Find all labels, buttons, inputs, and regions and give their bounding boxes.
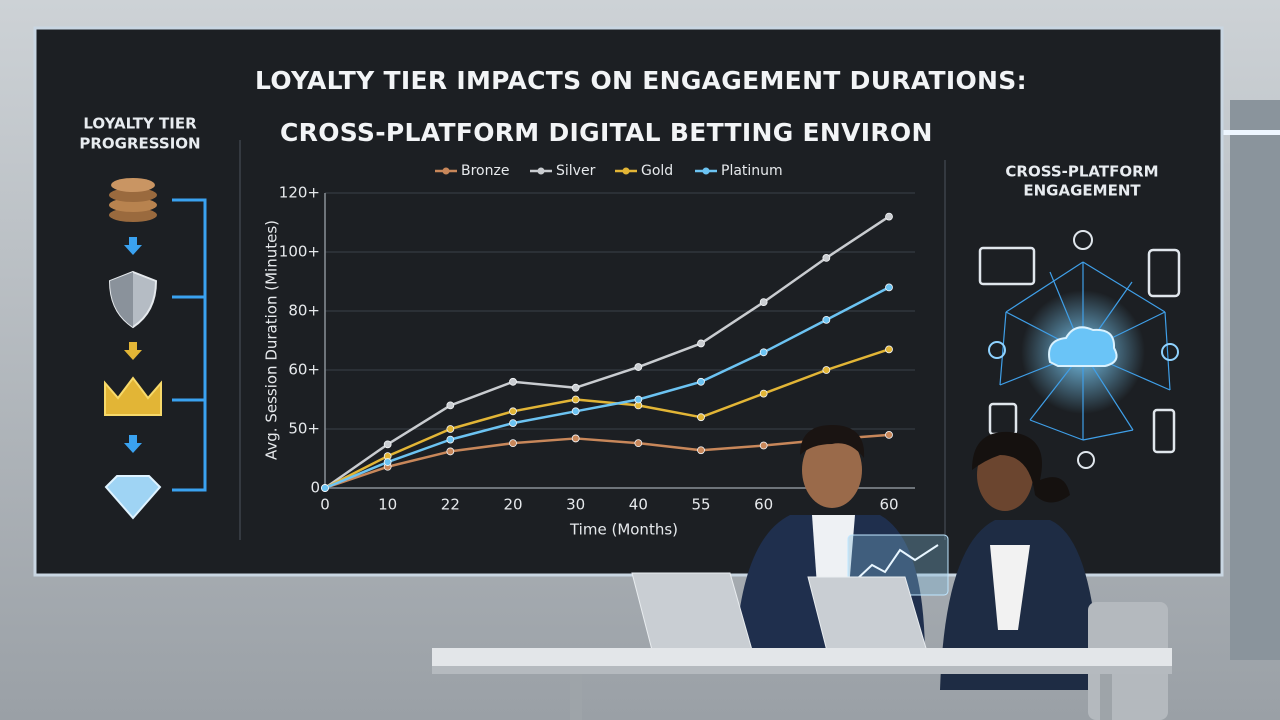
data-point	[822, 315, 831, 324]
data-point	[697, 446, 705, 455]
side-title: LOYALTY TIER	[83, 115, 197, 133]
data-point	[571, 407, 580, 416]
tier-arrows	[124, 237, 142, 453]
shield-icon	[108, 270, 158, 329]
y-tick-label: 100+	[279, 243, 320, 261]
data-point	[885, 345, 893, 354]
data-point	[885, 212, 893, 221]
chart-subtitle: CROSS-PLATFORM DIGITAL BETTING ENVIRON	[280, 118, 933, 147]
y-tick-label: 60+	[288, 361, 320, 379]
x-tick-label: 60	[754, 496, 773, 514]
legend-swatch	[622, 167, 630, 175]
data-point	[571, 383, 580, 392]
data-point	[509, 439, 517, 448]
data-point	[634, 439, 643, 448]
y-tick-label: 50+	[288, 420, 320, 438]
crown-icon	[104, 376, 162, 416]
data-point	[759, 348, 768, 357]
y-tick-label: 120+	[279, 184, 320, 202]
data-point	[446, 435, 455, 444]
legend-swatch	[442, 167, 450, 175]
data-point	[571, 434, 580, 443]
data-point	[571, 395, 580, 404]
side-title: PROGRESSION	[79, 135, 200, 153]
legend-label: Platinum	[721, 163, 783, 179]
series-line	[324, 286, 890, 490]
series-line	[324, 215, 890, 490]
data-point	[822, 366, 831, 374]
legend-label: Bronze	[461, 163, 509, 179]
data-point	[759, 298, 768, 307]
series-line	[324, 348, 890, 490]
data-point	[383, 440, 392, 449]
data-point	[697, 377, 705, 386]
legend-swatch	[537, 167, 545, 175]
x-axis-label: Time (Months)	[569, 521, 678, 539]
data-point	[446, 425, 455, 433]
chart-title: LOYALTY TIER IMPACTS ON ENGAGEMENT DURAT…	[255, 66, 1027, 95]
laptops	[631, 572, 929, 656]
data-point	[697, 413, 705, 422]
y-tick-label: 80+	[288, 302, 320, 320]
data-point	[321, 484, 329, 492]
series-line	[324, 433, 890, 490]
data-point	[759, 441, 768, 450]
woman	[940, 431, 1100, 690]
data-point	[697, 339, 705, 348]
x-tick-label: 0	[320, 496, 330, 514]
desk	[432, 648, 1172, 720]
x-tick-label: 30	[566, 496, 585, 514]
data-point	[822, 253, 831, 262]
data-point	[509, 407, 517, 416]
y-axis-label: Avg. Session Duration (Minutes)	[263, 220, 281, 460]
data-point	[509, 419, 517, 428]
side-title: CROSS-PLATFORM	[1005, 163, 1158, 181]
data-point	[446, 447, 455, 456]
ceiling-light	[1222, 130, 1280, 135]
x-tick-label: 40	[629, 496, 648, 514]
x-tick-label: 22	[441, 496, 460, 514]
data-point	[885, 430, 893, 439]
data-point	[885, 283, 893, 292]
legend-label: Silver	[556, 163, 596, 179]
chart: Avg. Session Duration (Minutes) Time (Mon…	[263, 163, 915, 539]
data-point	[759, 389, 768, 398]
x-tick-label: 60	[879, 496, 898, 514]
data-point	[509, 377, 517, 386]
window-frame	[1230, 100, 1280, 660]
x-tick-label: 20	[503, 496, 522, 514]
legend-swatch	[702, 167, 710, 175]
progression-bracket	[172, 198, 207, 492]
x-tick-label: 55	[691, 496, 710, 514]
y-tick-label: 0	[310, 479, 320, 497]
legend-label: Gold	[641, 163, 673, 179]
data-point	[446, 401, 455, 410]
data-point	[634, 395, 643, 404]
side-title: ENGAGEMENT	[1023, 182, 1141, 200]
diamond-icon	[104, 475, 162, 520]
x-tick-label: 10	[378, 496, 397, 514]
data-point	[383, 458, 392, 466]
coin-stack-icon	[109, 178, 157, 222]
data-point	[634, 363, 643, 371]
